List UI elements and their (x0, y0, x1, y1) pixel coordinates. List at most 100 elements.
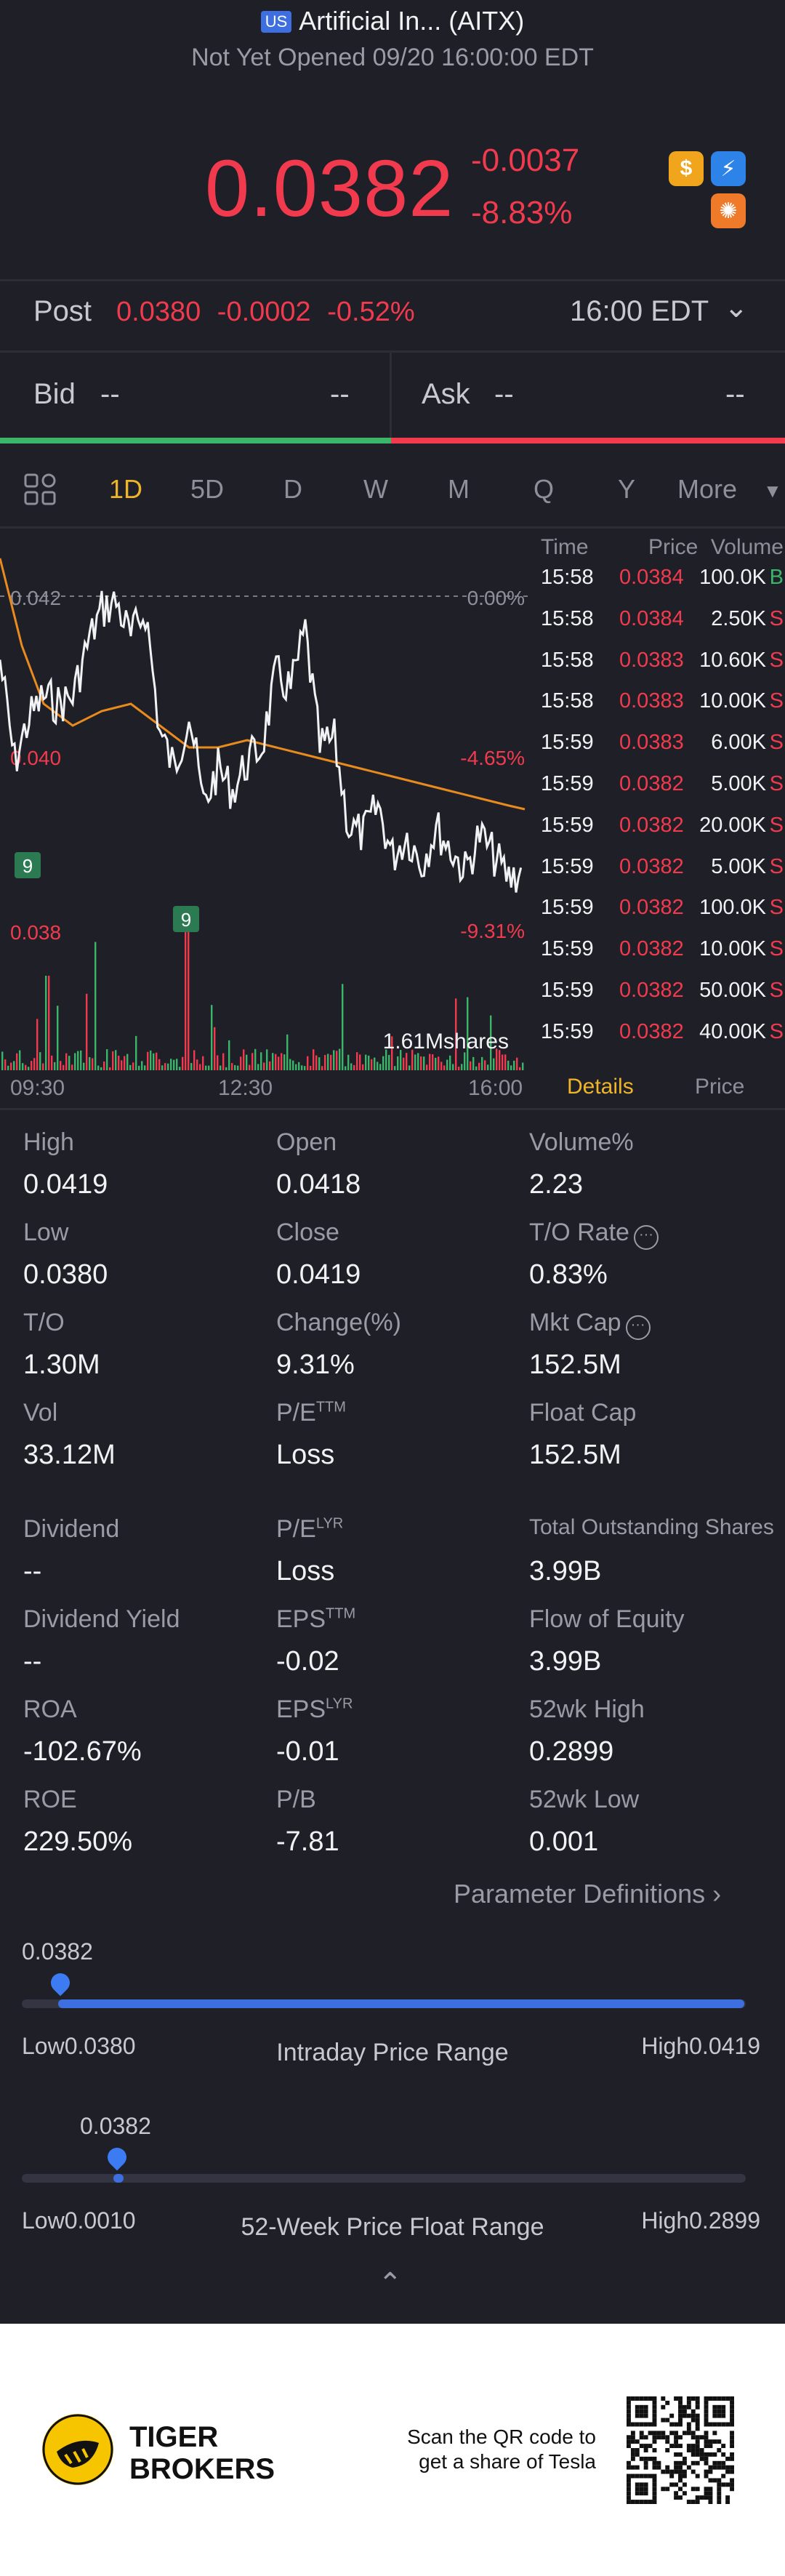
tab-5d[interactable]: 5D (190, 474, 225, 504)
tick-time: 15:59 (541, 896, 594, 920)
stat-label-pb: P/B (276, 1786, 316, 1813)
tab-price[interactable]: Price (695, 1075, 745, 1099)
tab-q[interactable]: Q (534, 474, 555, 504)
tick-row: 15:59 0.0382 10.00K S (539, 937, 785, 979)
tick-volume: 2.50K (711, 606, 766, 630)
x-label-end: 16:00 (468, 1076, 523, 1100)
tick-time: 15:58 (541, 566, 594, 589)
tab-details[interactable]: Details (567, 1075, 634, 1099)
tick-side: S (769, 937, 784, 961)
tab-1d[interactable]: 1D (109, 474, 143, 504)
stat-value-total-shares: 3.99B (529, 1556, 602, 1586)
svg-text:9: 9 (181, 909, 191, 931)
tab-more[interactable]: More (677, 474, 738, 504)
divider (390, 350, 392, 439)
parameter-definitions-link[interactable]: Parameter Definitions › (454, 1879, 722, 1909)
tick-row: 15:58 0.0384 100.0K B (539, 566, 785, 607)
divider (0, 526, 785, 529)
stat-value-roa: -102.67% (23, 1736, 142, 1767)
marker-1[interactable]: 9 (15, 852, 41, 878)
tick-side: S (769, 1019, 784, 1043)
bid-size: -- (330, 378, 350, 410)
intraday-pin-icon (47, 1969, 74, 1997)
tick-volume: 6.00K (711, 731, 766, 755)
stat-value-flow-equity: 3.99B (529, 1646, 602, 1677)
stat-value-high: 0.0419 (23, 1169, 108, 1200)
collapse-caret-icon[interactable]: ⌃ (378, 2268, 403, 2300)
stat-value-close: 0.0419 (276, 1259, 361, 1290)
week52-high: High0.2899 (641, 2207, 760, 2234)
intraday-high: High0.0419 (641, 2033, 760, 2059)
tick-time: 15:59 (541, 854, 594, 878)
post-market-values: 0.0380 -0.0002 -0.52% (116, 297, 415, 328)
tick-row: 15:59 0.0382 50.00K S (539, 979, 785, 1020)
tick-time: 15:59 (541, 937, 594, 961)
tab-d[interactable]: D (283, 474, 302, 504)
gear-badge-icon[interactable]: ✺ (711, 193, 746, 228)
chevron-down-icon[interactable]: ⌄ (724, 292, 749, 324)
stat-label-total-shares: Total Outstanding Shares (529, 1515, 774, 1539)
post-label: Post (33, 295, 92, 327)
stat-value-eps-ttm: -0.02 (276, 1646, 339, 1677)
x-label-mid: 12:30 (218, 1076, 273, 1100)
stat-value-vol: 33.12M (23, 1440, 116, 1470)
stat-label-flow-equity: Flow of Equity (529, 1605, 685, 1633)
tick-price: 0.0382 (619, 771, 684, 795)
ask-size: -- (725, 378, 745, 410)
intraday-range-fill (58, 1999, 744, 2008)
post-time[interactable]: 16:00 EDT (570, 295, 709, 327)
stat-value-eps-lyr: -0.01 (276, 1736, 339, 1767)
stat-value-pb: -7.81 (276, 1826, 339, 1857)
bid-label: Bid (33, 378, 76, 410)
pct-label-top: 0.00% (467, 587, 525, 609)
tiger-logo-icon (42, 2414, 113, 2485)
lightning-icon[interactable]: ⚡ (711, 151, 746, 186)
tick-side: B (769, 566, 784, 589)
stat-label-wk52-high: 52wk High (529, 1696, 645, 1723)
tick-volume: 5.00K (711, 854, 766, 878)
marker-2[interactable]: 9 (173, 906, 199, 932)
stat-label-low: Low (23, 1219, 69, 1246)
caret-down-icon[interactable]: ▼ (763, 480, 782, 502)
stat-label-change-pct: Change(%) (276, 1309, 401, 1336)
info-dots-icon[interactable]: ··· (625, 1315, 651, 1340)
post-price: 0.0380 (116, 297, 201, 327)
tick-row: 15:59 0.0383 6.00K S (539, 731, 785, 772)
tick-price: 0.0382 (619, 813, 684, 837)
stat-value-low: 0.0380 (23, 1259, 108, 1290)
tab-w[interactable]: W (363, 474, 388, 504)
intraday-chart[interactable]: 0.042 0.040 0.038 0.00% -4.65% -9.31% 9 … (0, 529, 531, 1070)
week52-range-fill (113, 2174, 124, 2183)
brand-line-2: BROKERS (129, 2453, 275, 2485)
tick-tabs: Details Price (539, 1075, 785, 1104)
tick-volume: 100.0K (699, 566, 766, 589)
tick-row: 15:58 0.0383 10.60K S (539, 649, 785, 690)
ask-label: Ask (422, 378, 470, 410)
stat-value-volume-pct: 2.23 (529, 1169, 583, 1200)
tab-m[interactable]: M (448, 474, 470, 504)
stat-label-high: High (23, 1128, 74, 1156)
grid-icon[interactable] (23, 473, 57, 506)
dollar-icon[interactable]: $ (669, 151, 704, 186)
time-axis: 09:30 12:30 16:00 (0, 1076, 531, 1105)
price-change: -0.0037 (471, 143, 580, 178)
stat-label-mkt-cap: Mkt Cap ··· (529, 1309, 651, 1340)
tick-row: 15:59 0.0382 100.0K S (539, 896, 785, 937)
y-label-bottom: 0.038 (10, 921, 61, 944)
tick-volume: 10.60K (699, 648, 766, 672)
tick-side: S (769, 606, 784, 630)
stat-value-mkt-cap: 152.5M (529, 1349, 621, 1380)
market-badge: US (260, 11, 292, 33)
stat-label-pe-lyr: P/ELYR (276, 1515, 344, 1543)
tick-price: 0.0382 (619, 896, 684, 920)
qr-code[interactable] (627, 2396, 734, 2504)
info-dots-icon[interactable]: ··· (633, 1225, 659, 1250)
tab-y[interactable]: Y (618, 474, 636, 504)
tick-list[interactable]: Time Price Volume 15:58 0.0384 100.0K B 15:5… (539, 535, 785, 1062)
price-line (0, 590, 523, 893)
stat-label-open: Open (276, 1128, 337, 1156)
tick-time: 15:59 (541, 731, 594, 755)
tick-price: 0.0383 (619, 648, 684, 672)
tick-price: 0.0384 (619, 606, 684, 630)
tick-row: 15:58 0.0383 10.00K S (539, 689, 785, 731)
